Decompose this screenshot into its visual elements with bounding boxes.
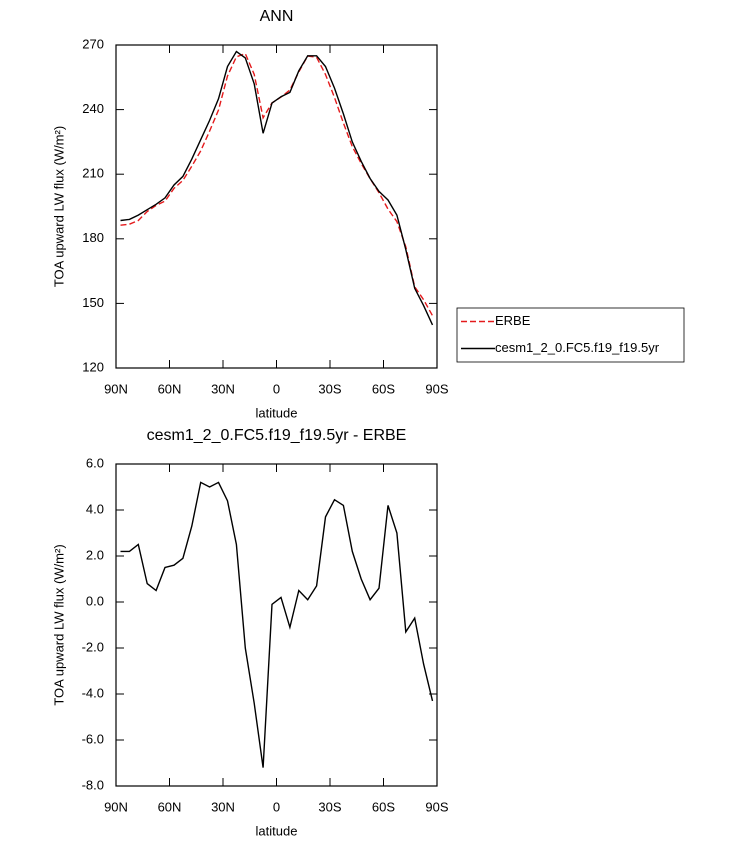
y-tick-label: -8.0 <box>82 777 104 792</box>
plot-frame <box>115 44 438 369</box>
y-tick-label: 2.0 <box>86 547 104 562</box>
x-axis-label: latitude <box>256 823 298 838</box>
data-line <box>120 50 434 326</box>
data-line <box>120 52 434 317</box>
plot-frame <box>115 463 438 787</box>
x-tick-label: 60N <box>158 799 182 814</box>
x-tick-label: 60S <box>372 381 395 396</box>
x-tick-label: 30S <box>318 799 341 814</box>
data-line <box>120 481 434 768</box>
x-tick-label: 30N <box>211 799 235 814</box>
y-tick-label: -4.0 <box>82 685 104 700</box>
x-tick-label: 90S <box>425 381 448 396</box>
x-tick-label: 0 <box>273 799 280 814</box>
y-tick-label: 120 <box>82 359 104 374</box>
x-tick-label: 90S <box>425 799 448 814</box>
x-tick-label: 60S <box>372 799 395 814</box>
chart-title: cesm1_2_0.FC5.f19_f19.5yr - ERBE <box>147 427 407 444</box>
y-tick-label: 210 <box>82 166 104 181</box>
legend-box <box>456 307 685 363</box>
y-tick-label: 270 <box>82 36 104 51</box>
y-tick-label: 6.0 <box>86 455 104 470</box>
y-tick-label: 4.0 <box>86 501 104 516</box>
chart-title: ANN <box>260 8 294 25</box>
y-tick-label: 0.0 <box>86 593 104 608</box>
y-tick-label: -2.0 <box>82 639 104 654</box>
y-tick-label: -6.0 <box>82 731 104 746</box>
y-tick-label: 150 <box>82 295 104 310</box>
x-tick-label: 0 <box>273 381 280 396</box>
x-tick-label: 90N <box>104 381 128 396</box>
x-axis-label: latitude <box>256 405 298 420</box>
x-tick-label: 30S <box>318 381 341 396</box>
y-axis-label: TOA upward LW flux (W/m²) <box>51 544 66 705</box>
legend-label: cesm1_2_0.FC5.f19_f19.5yr <box>495 340 660 355</box>
y-tick-label: 240 <box>82 101 104 116</box>
y-tick-label: 180 <box>82 230 104 245</box>
x-tick-label: 30N <box>211 381 235 396</box>
x-tick-label: 60N <box>158 381 182 396</box>
legend-label: ERBE <box>495 313 531 328</box>
y-axis-label: TOA upward LW flux (W/m²) <box>51 126 66 287</box>
x-tick-label: 90N <box>104 799 128 814</box>
